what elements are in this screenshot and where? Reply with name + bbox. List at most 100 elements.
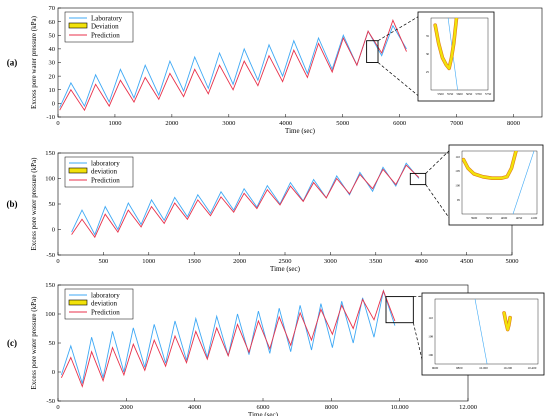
x-tick-label: 4000 bbox=[279, 120, 292, 127]
zoom-guide-line bbox=[377, 62, 422, 99]
legend-entry: laboratory bbox=[91, 292, 120, 300]
legend-swatch-deviation bbox=[68, 22, 88, 29]
y-tick-label: 50 bbox=[49, 340, 56, 347]
chart-panel: 0 500 1000 1500 2000 2500 3000 3500 4000 4500 5000… bbox=[7, 144, 544, 273]
zoom-guide-line bbox=[413, 295, 426, 297]
inset-y-tick-label: 25 bbox=[426, 70, 430, 74]
inset: 9600 9800 10.000 10.200 10.400 106 108 110 bbox=[428, 298, 539, 370]
y-axis-label: Excess pore water pressure (kPa) bbox=[30, 296, 38, 390]
panel-label: (c) bbox=[7, 338, 17, 348]
series-group bbox=[71, 162, 420, 239]
y-tick-label: 150 bbox=[45, 150, 55, 157]
inset: 5500 5550 5600 5650 5700 5750 25 30 35 bbox=[426, 17, 492, 96]
legend-entry: laboratory bbox=[91, 160, 120, 168]
x-axis-label: Time (sec) bbox=[270, 265, 301, 273]
inset-x-tick-label: 5650 bbox=[466, 92, 473, 96]
inset-laboratory-line bbox=[512, 151, 535, 214]
legend-entry: Deviation bbox=[91, 23, 119, 31]
zoom-guide-line bbox=[425, 147, 453, 174]
x-tick-label: 4000 bbox=[415, 258, 428, 265]
inset-x-tick-label: 10.400 bbox=[528, 366, 537, 370]
legend-entry: Prediction bbox=[91, 177, 120, 185]
inset-x-tick-label: 5500 bbox=[437, 92, 444, 96]
inset-deviation-band bbox=[502, 311, 512, 331]
inset-laboratory-line bbox=[474, 299, 488, 364]
inset-series-group bbox=[433, 18, 459, 90]
series-group bbox=[59, 19, 407, 112]
x-axis-label: Time (sec) bbox=[248, 411, 279, 416]
legend-entry: deviation bbox=[91, 300, 118, 308]
x-tick-label: 3000 bbox=[222, 120, 235, 127]
x-axis-label: Time (sec) bbox=[285, 127, 316, 135]
y-tick-label: 30 bbox=[49, 60, 56, 67]
x-tick-label: 3500 bbox=[369, 258, 382, 265]
inset-y-tick-label: 100 bbox=[455, 184, 460, 188]
x-tick-label: 2500 bbox=[279, 258, 292, 265]
y-tick-label: 100 bbox=[45, 311, 55, 318]
panel-label: (a) bbox=[7, 58, 18, 68]
inset-series-group bbox=[462, 151, 535, 214]
x-tick-label: 0 bbox=[56, 258, 59, 265]
prediction-series-line bbox=[60, 289, 396, 388]
inset-deviation-band bbox=[434, 18, 458, 70]
y-tick-label: 0 bbox=[52, 369, 55, 376]
inset-y-tick-label: 105 bbox=[455, 169, 460, 173]
inset-x-tick-label: 4100 bbox=[531, 216, 538, 220]
inset-plot-frame bbox=[461, 150, 538, 215]
chart-panel: 0 1000 2000 3000 4000 5000 6000 7000 8000-100102… bbox=[7, 5, 543, 135]
inset-y-tick-label: 106 bbox=[428, 353, 433, 357]
y-axis-label: Excess pore water pressure (kPa) bbox=[30, 157, 38, 251]
inset-y-tick-label: 110 bbox=[428, 316, 433, 320]
inset-deviation-band bbox=[462, 151, 518, 180]
y-tick-label: 0 bbox=[52, 227, 55, 234]
x-tick-label: 2000 bbox=[233, 258, 246, 265]
inset-x-tick-label: 3900 bbox=[471, 216, 478, 220]
zoom-box bbox=[409, 172, 427, 186]
inset-x-tick-label: 9800 bbox=[456, 366, 463, 370]
inset-x-tick-label: 5700 bbox=[475, 92, 482, 96]
prediction-series-line bbox=[59, 19, 407, 112]
y-tick-label: -50 bbox=[46, 398, 55, 405]
inset-y-tick-label: 108 bbox=[428, 334, 433, 338]
y-tick-label: -10 bbox=[46, 114, 55, 121]
laboratory-series-line bbox=[59, 24, 407, 108]
prediction-series-line bbox=[71, 164, 420, 239]
x-tick-label: 6000 bbox=[393, 120, 406, 127]
x-tick-label: 12.000 bbox=[459, 404, 477, 411]
x-tick-label: 10.000 bbox=[391, 404, 409, 411]
inset-x-tick-label: 10.200 bbox=[503, 366, 512, 370]
series-group bbox=[60, 289, 396, 388]
y-tick-label: 100 bbox=[45, 176, 55, 183]
y-tick-label: 20 bbox=[49, 73, 56, 80]
legend-entry: Laboratory bbox=[91, 15, 123, 23]
inset-x-tick-label: 5600 bbox=[456, 92, 463, 96]
panel-label: (b) bbox=[7, 199, 18, 209]
zoom-box bbox=[366, 40, 379, 63]
x-tick-label: 3000 bbox=[324, 258, 337, 265]
x-tick-label: 2000 bbox=[120, 404, 133, 411]
inset-y-tick-label: 35 bbox=[426, 34, 430, 38]
inset: 3900 3950 4000 4050 4100 95 100 105 110 bbox=[455, 150, 538, 220]
y-tick-label: 40 bbox=[49, 46, 56, 53]
inset-plot-frame bbox=[434, 298, 539, 365]
inset-x-tick-label: 5550 bbox=[447, 92, 454, 96]
x-tick-label: 5000 bbox=[506, 258, 519, 265]
inset-x-tick-label: 3950 bbox=[486, 216, 493, 220]
laboratory-series-line bbox=[71, 162, 420, 236]
chart-panel: 0 2000 4000 6000 8000 10.000 12.000-5005010015… bbox=[7, 282, 545, 416]
x-tick-label: 4000 bbox=[188, 404, 201, 411]
x-tick-label: 1000 bbox=[142, 258, 155, 265]
x-tick-label: 500 bbox=[99, 258, 109, 265]
legend-swatch-deviation bbox=[68, 299, 88, 306]
y-tick-label: 70 bbox=[49, 5, 56, 12]
inset-x-tick-label: 10.000 bbox=[479, 366, 488, 370]
x-tick-label: 7000 bbox=[450, 120, 463, 127]
inset-plot-frame bbox=[430, 17, 489, 91]
inset-x-tick-label: 9600 bbox=[432, 366, 439, 370]
x-tick-label: 0 bbox=[56, 404, 59, 411]
legend-swatch-deviation bbox=[68, 167, 88, 174]
y-tick-label: 0 bbox=[52, 101, 55, 108]
